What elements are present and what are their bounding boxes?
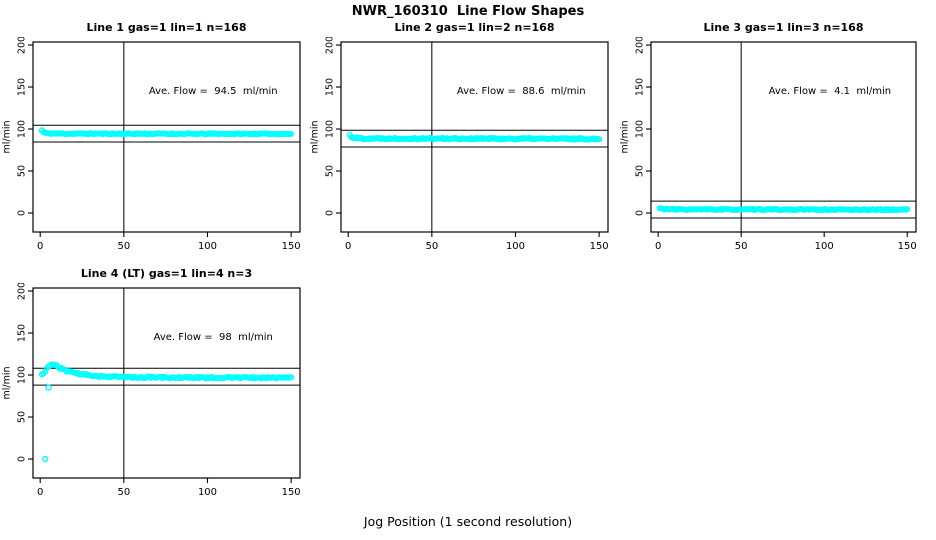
x-axis: 0 50 100 150: [37, 232, 301, 252]
outlier-point: [42, 455, 49, 463]
data-points: [656, 205, 911, 214]
svg-text:50: 50: [17, 165, 28, 177]
svg-text:50: 50: [735, 241, 748, 252]
svg-text:50: 50: [635, 165, 646, 177]
panel-4-ave-flow-annotation: Ave. Flow = 98 ml/min: [153, 332, 273, 344]
svg-text:150: 150: [282, 487, 301, 498]
svg-text:50: 50: [17, 411, 28, 423]
data-points: [38, 127, 295, 138]
svg-text:200: 200: [635, 37, 646, 54]
y-axis: 0 50 100 150 200: [325, 37, 341, 216]
svg-text:0: 0: [325, 210, 336, 216]
panel-2-plot-area: 0 50 100 150 200 0 50 100 150: [325, 37, 609, 252]
page-title: NWR_160310 Line Flow Shapes: [351, 4, 585, 19]
svg-text:0: 0: [345, 241, 351, 252]
svg-text:200: 200: [325, 37, 336, 54]
svg-text:0: 0: [17, 210, 28, 216]
svg-text:0: 0: [37, 241, 43, 252]
svg-text:0: 0: [37, 487, 43, 498]
svg-text:150: 150: [325, 78, 336, 96]
data-points: [38, 361, 295, 463]
panel-3-plot-area: 0 50 100 150 200 0 50 100 150: [635, 37, 917, 252]
svg-text:100: 100: [506, 241, 525, 252]
panel-3-title: Line 3 gas=1 lin=3 n=168: [703, 21, 864, 34]
data-points: [346, 131, 603, 143]
panel-3-ave-flow-annotation: Ave. Flow = 4.1 ml/min: [768, 86, 892, 98]
plot-box: [340, 41, 609, 233]
panel-4-title: Line 4 (LT) gas=1 lin=4 n=3: [80, 267, 253, 280]
svg-text:150: 150: [635, 78, 646, 96]
svg-text:150: 150: [17, 324, 28, 342]
x-axis-label: Jog Position (1 second resolution): [363, 514, 573, 529]
x-axis: 0 50 100 150: [345, 232, 609, 252]
svg-text:150: 150: [17, 78, 28, 96]
svg-text:50: 50: [325, 165, 336, 177]
svg-text:0: 0: [635, 210, 646, 216]
svg-text:100: 100: [198, 241, 217, 252]
y-axis: 0 50 100 150 200: [635, 37, 651, 216]
panel-1-plot-area: 0 50 100 150 200 0 50 100 150: [17, 37, 301, 252]
x-axis: 0 50 100 150: [37, 478, 301, 498]
panel-2-title: Line 2 gas=1 lin=2 n=168: [394, 21, 555, 34]
svg-text:0: 0: [17, 456, 28, 462]
plot-box: [32, 287, 301, 479]
outlier-point: [45, 384, 52, 391]
svg-text:100: 100: [635, 120, 646, 138]
panel-1-ave-flow-annotation: Ave. Flow = 94.5 ml/min: [148, 86, 278, 98]
svg-text:50: 50: [117, 241, 130, 252]
x-axis: 0 50 100 150: [655, 232, 917, 252]
plot-box: [650, 41, 917, 233]
panel-2-ave-flow-annotation: Ave. Flow = 88.6 ml/min: [456, 86, 586, 98]
svg-text:100: 100: [198, 487, 217, 498]
svg-text:100: 100: [325, 120, 336, 138]
plot-box: [32, 41, 301, 233]
y-axis: 0 50 100 150 200: [17, 283, 33, 462]
svg-text:100: 100: [815, 241, 834, 252]
svg-text:150: 150: [590, 241, 609, 252]
y-axis: 0 50 100 150 200: [17, 37, 33, 216]
svg-text:150: 150: [898, 241, 917, 252]
panel-1-title: Line 1 gas=1 lin=1 n=168: [86, 21, 247, 34]
svg-text:200: 200: [17, 37, 28, 54]
svg-text:200: 200: [17, 283, 28, 300]
svg-text:100: 100: [17, 366, 28, 384]
svg-text:50: 50: [117, 487, 130, 498]
svg-text:150: 150: [282, 241, 301, 252]
svg-text:100: 100: [17, 120, 28, 138]
panel-4-plot-area: 0 50 100 150 200 0 50 100 150: [17, 283, 301, 498]
svg-text:0: 0: [655, 241, 661, 252]
svg-text:50: 50: [425, 241, 438, 252]
